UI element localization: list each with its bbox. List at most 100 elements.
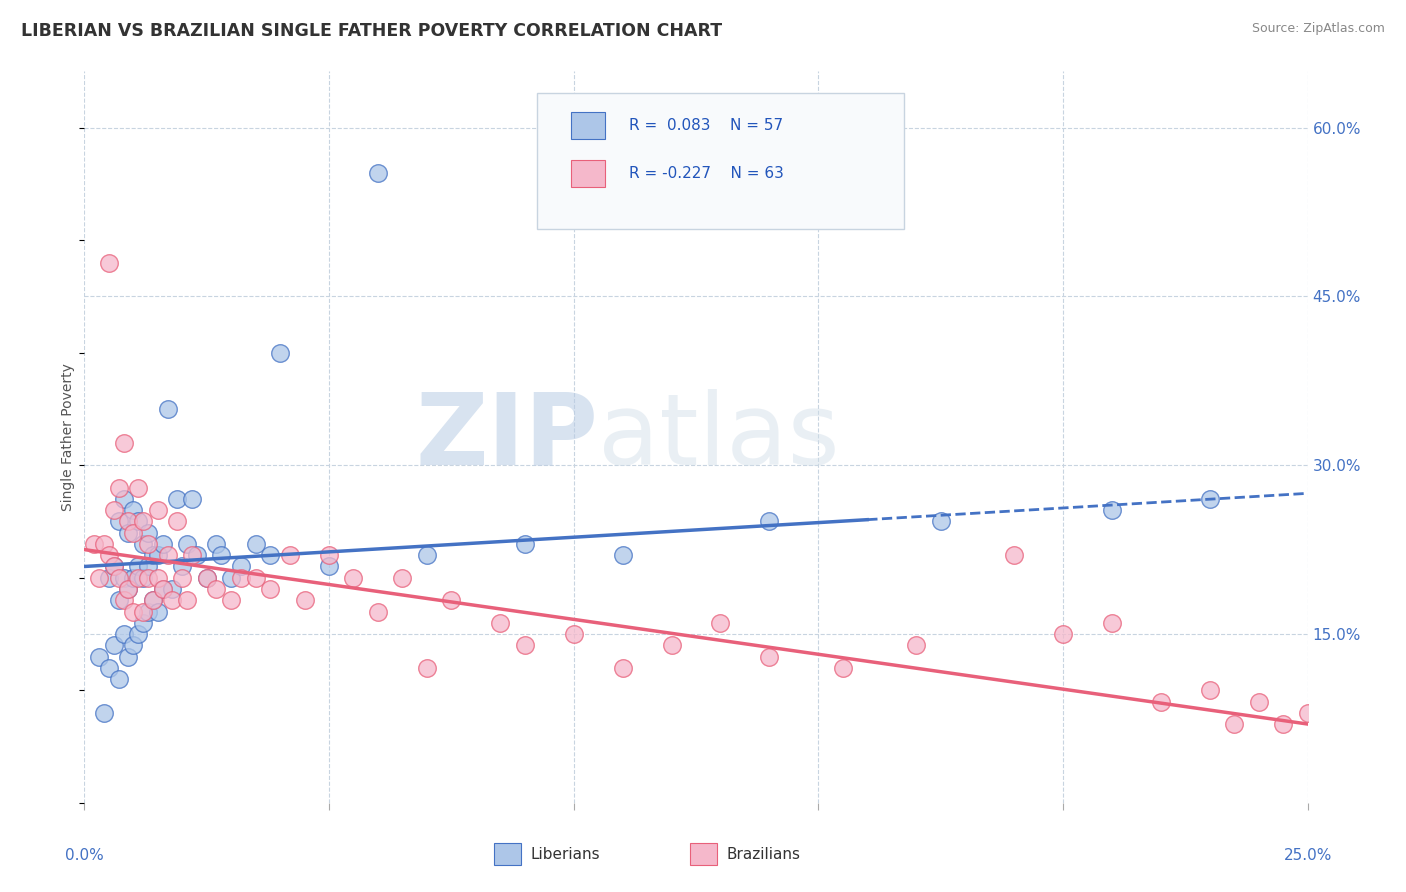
Y-axis label: Single Father Poverty: Single Father Poverty	[62, 363, 76, 511]
Point	[391, 571, 413, 585]
Point	[122, 503, 145, 517]
Point	[146, 605, 169, 619]
Text: Brazilians: Brazilians	[727, 847, 800, 862]
Point	[97, 571, 120, 585]
Point	[1296, 706, 1319, 720]
Point	[181, 548, 204, 562]
Point	[166, 491, 188, 506]
Point	[146, 503, 169, 517]
Point	[93, 706, 115, 720]
Point	[831, 661, 853, 675]
Point	[416, 661, 439, 675]
Point	[117, 525, 139, 540]
Point	[440, 593, 463, 607]
Point	[122, 605, 145, 619]
Point	[1002, 548, 1025, 562]
Point	[142, 593, 165, 607]
Point	[136, 571, 159, 585]
Point	[142, 548, 165, 562]
Point	[758, 515, 780, 529]
Point	[513, 638, 536, 652]
Point	[489, 615, 512, 630]
Point	[132, 615, 155, 630]
Point	[136, 537, 159, 551]
Point	[219, 571, 242, 585]
Point	[1223, 717, 1246, 731]
Point	[176, 537, 198, 551]
Point	[205, 582, 228, 596]
Point	[342, 571, 364, 585]
Point	[195, 571, 218, 585]
Point	[122, 638, 145, 652]
Text: 25.0%: 25.0%	[1284, 847, 1331, 863]
Point	[195, 571, 218, 585]
Point	[709, 615, 731, 630]
Point	[83, 537, 105, 551]
Point	[162, 593, 184, 607]
Point	[97, 661, 120, 675]
Text: 0.0%: 0.0%	[65, 847, 104, 863]
Point	[107, 571, 129, 585]
Point	[318, 559, 340, 574]
Point	[209, 548, 232, 562]
Point	[146, 571, 169, 585]
FancyBboxPatch shape	[494, 843, 522, 865]
Point	[107, 515, 129, 529]
Point	[93, 537, 115, 551]
Point	[1272, 717, 1295, 731]
Point	[156, 548, 179, 562]
Point	[117, 649, 139, 664]
Point	[127, 515, 149, 529]
Point	[172, 559, 194, 574]
Text: atlas: atlas	[598, 389, 839, 485]
Point	[245, 537, 267, 551]
Point	[1247, 694, 1270, 708]
Point	[122, 571, 145, 585]
Point	[152, 582, 174, 596]
Point	[127, 571, 149, 585]
Point	[1198, 683, 1220, 698]
Point	[1198, 491, 1220, 506]
Point	[367, 166, 389, 180]
Point	[103, 638, 125, 652]
Point	[107, 672, 129, 686]
Point	[152, 537, 174, 551]
Point	[132, 537, 155, 551]
Point	[152, 582, 174, 596]
Point	[416, 548, 439, 562]
Point	[758, 649, 780, 664]
Point	[612, 548, 634, 562]
Point	[117, 582, 139, 596]
Point	[162, 582, 184, 596]
Point	[136, 559, 159, 574]
Point	[367, 605, 389, 619]
Text: Liberians: Liberians	[531, 847, 600, 862]
Point	[1052, 627, 1074, 641]
Point	[122, 525, 145, 540]
Point	[219, 593, 242, 607]
Point	[269, 345, 291, 359]
FancyBboxPatch shape	[690, 843, 717, 865]
Point	[661, 638, 683, 652]
Point	[112, 491, 135, 506]
Point	[156, 401, 179, 416]
Point	[132, 571, 155, 585]
Point	[259, 582, 281, 596]
Point	[127, 481, 149, 495]
Point	[112, 627, 135, 641]
Point	[107, 593, 129, 607]
Point	[229, 559, 252, 574]
Point	[117, 515, 139, 529]
Point	[87, 649, 110, 664]
Point	[142, 593, 165, 607]
Text: ZIP: ZIP	[415, 389, 598, 485]
Point	[136, 525, 159, 540]
Point	[112, 571, 135, 585]
Point	[172, 571, 194, 585]
FancyBboxPatch shape	[537, 94, 904, 228]
Point	[117, 582, 139, 596]
Point	[1150, 694, 1173, 708]
Point	[1101, 615, 1123, 630]
Point	[103, 559, 125, 574]
Point	[186, 548, 208, 562]
